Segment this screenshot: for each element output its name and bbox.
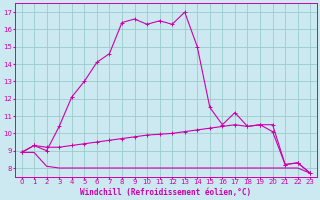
X-axis label: Windchill (Refroidissement éolien,°C): Windchill (Refroidissement éolien,°C): [80, 188, 252, 197]
